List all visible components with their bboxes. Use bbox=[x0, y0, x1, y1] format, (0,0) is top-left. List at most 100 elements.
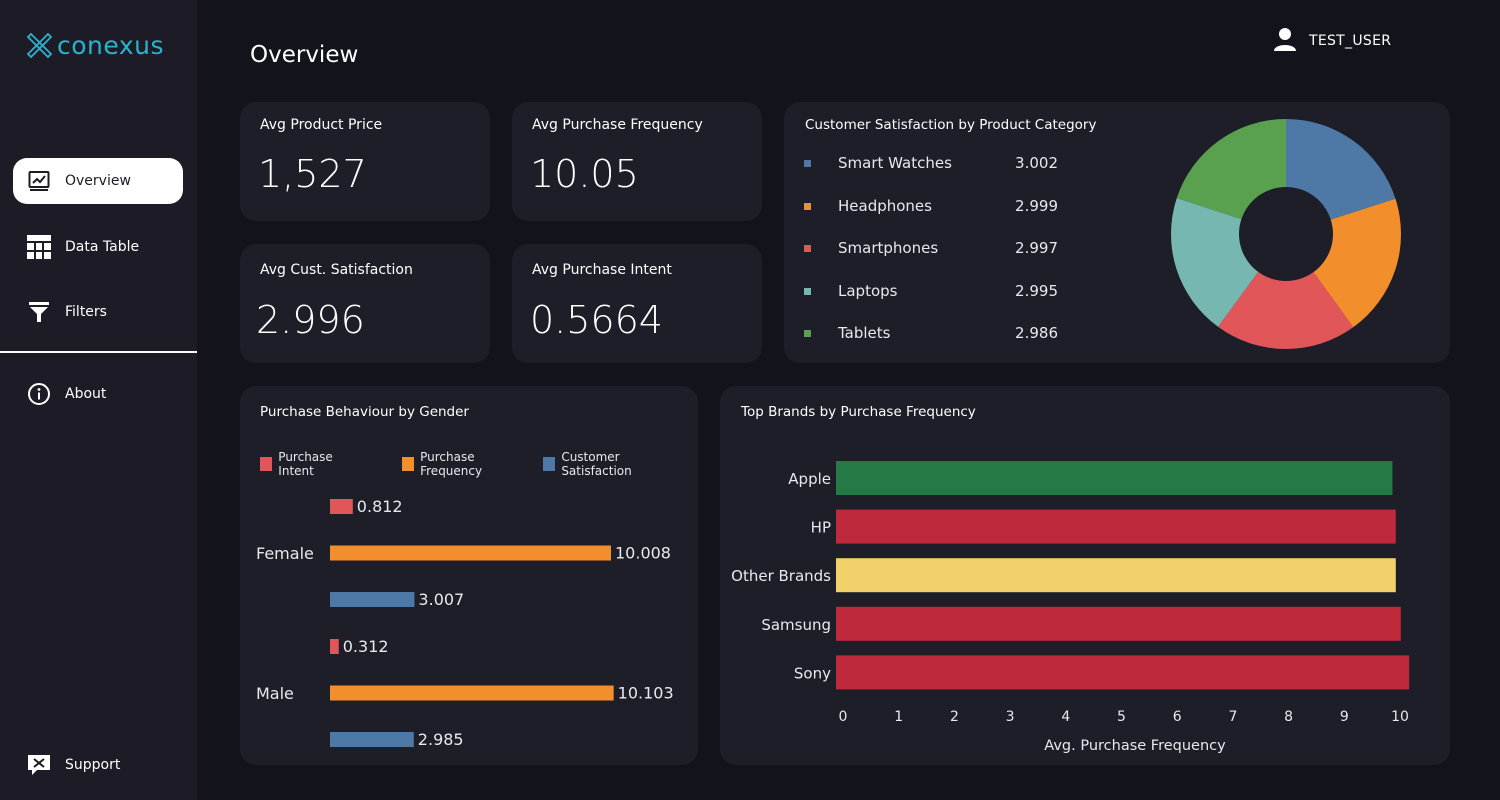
bar-purchase-frequency bbox=[330, 545, 611, 561]
bar-customer-satisfaction bbox=[330, 592, 415, 607]
sidebar-item-label: Support bbox=[65, 757, 121, 773]
kpi-card-avg-satisfaction: Avg Cust. Satisfaction 2.996 bbox=[240, 244, 490, 363]
pie-slice-headphones bbox=[1313, 198, 1401, 328]
data-label: 10.103 bbox=[618, 684, 674, 703]
bar-other-brands bbox=[836, 558, 1396, 593]
legend-swatch bbox=[260, 457, 273, 471]
pie-legend-item: Headphones 2.999 bbox=[804, 197, 1064, 215]
legend-swatch bbox=[804, 244, 811, 252]
data-label: 3.007 bbox=[418, 590, 464, 609]
legend-label: Tablets bbox=[838, 324, 891, 342]
top-brands-card: Top Brands by Purchase Frequency Apple HP… bbox=[720, 386, 1450, 765]
legend-swatch bbox=[804, 287, 811, 295]
donut-chart bbox=[1171, 119, 1401, 349]
sidebar-item-label: About bbox=[65, 386, 107, 402]
x-tick-label: 7 bbox=[1228, 709, 1237, 725]
funnel-icon bbox=[27, 300, 51, 324]
legend-item: Purchase Intent bbox=[260, 450, 361, 478]
table-grid-icon bbox=[27, 235, 51, 259]
x-tick-label: 2 bbox=[950, 709, 959, 725]
kpi-value: 10.05 bbox=[530, 152, 639, 196]
sidebar-item-overview[interactable]: Overview bbox=[13, 158, 183, 204]
pie-legend-item: Tablets 2.986 bbox=[804, 324, 1064, 342]
legend-item: Purchase Frequency bbox=[401, 450, 526, 478]
legend-swatch bbox=[804, 202, 811, 210]
legend-label: Customer Satisfaction bbox=[561, 450, 632, 478]
sidebar-item-label: Filters bbox=[65, 304, 107, 320]
logo-x-icon bbox=[27, 33, 52, 58]
kpi-label: Avg Purchase Intent bbox=[532, 262, 672, 278]
kpi-label: Avg Product Price bbox=[260, 117, 383, 133]
support-chat-icon bbox=[27, 753, 51, 777]
legend-swatch bbox=[401, 457, 415, 471]
satisfaction-pie-card: Customer Satisfaction by Product Categor… bbox=[784, 102, 1450, 363]
kpi-card-avg-price: Avg Product Price 1,527 bbox=[240, 102, 490, 221]
legend-swatch bbox=[804, 329, 811, 337]
gender-bar-chart: Female 0.812 10.008 3.007 Male 0.312 10.103 2.9… bbox=[256, 497, 674, 749]
brands-bar-chart: Apple HP Other Brands Samsung Sony 0 1 2 3 4 5 6 7 8 9… bbox=[731, 461, 1410, 754]
sidebar-item-filters[interactable]: Filters bbox=[13, 289, 183, 335]
category-label: Other Brands bbox=[731, 567, 831, 585]
pie-slice-smart-watches bbox=[1286, 119, 1396, 220]
sidebar-item-data-table[interactable]: Data Table bbox=[13, 224, 183, 270]
pie-legend-item: Smart Watches 3.002 bbox=[804, 154, 1064, 172]
x-tick-label: 1 bbox=[894, 709, 903, 725]
logo: conexus bbox=[25, 31, 164, 60]
bar-sony bbox=[836, 655, 1410, 690]
sidebar: conexus Overview Data Table Filters Abou… bbox=[0, 0, 197, 800]
chart-title: Purchase Behaviour by Gender bbox=[260, 404, 469, 420]
category-label: Male bbox=[256, 684, 294, 703]
bar-apple bbox=[836, 461, 1393, 495]
pie-slice-laptops bbox=[1171, 198, 1259, 327]
gender-behaviour-card: Purchase Behaviour by Gender Purchase In… bbox=[240, 386, 698, 765]
kpi-value: 1,527 bbox=[258, 152, 367, 196]
pie-legend-item: Smartphones 2.997 bbox=[804, 239, 1064, 257]
category-label: Sony bbox=[794, 664, 831, 682]
kpi-card-avg-frequency: Avg Purchase Frequency 10.05 bbox=[512, 102, 762, 221]
x-tick-label: 8 bbox=[1284, 709, 1293, 725]
data-label: 2.985 bbox=[418, 730, 464, 749]
kpi-label: Avg Cust. Satisfaction bbox=[260, 262, 413, 278]
legend-label: Purchase Intent bbox=[278, 450, 333, 478]
user-icon bbox=[1273, 27, 1297, 55]
sidebar-item-about[interactable]: About bbox=[13, 371, 183, 417]
legend-item: Customer Satisfaction bbox=[542, 450, 678, 478]
legend-swatch bbox=[804, 159, 811, 167]
kpi-card-avg-intent: Avg Purchase Intent 0.5664 bbox=[512, 244, 762, 363]
legend-label: Smartphones bbox=[838, 239, 939, 257]
category-label: Samsung bbox=[761, 616, 831, 634]
category-label: HP bbox=[811, 519, 831, 537]
data-label: 0.312 bbox=[343, 637, 389, 656]
x-tick-label: 6 bbox=[1173, 709, 1182, 725]
data-label: 10.008 bbox=[615, 544, 671, 563]
user-menu[interactable]: TEST_USER bbox=[1273, 27, 1391, 55]
logo-text: conexus bbox=[57, 31, 164, 60]
legend-value: 2.999 bbox=[1015, 197, 1058, 215]
x-tick-label: 3 bbox=[1006, 709, 1015, 725]
kpi-value: 2.996 bbox=[256, 298, 365, 342]
sidebar-divider bbox=[0, 351, 197, 353]
bar-purchase-frequency bbox=[330, 685, 614, 701]
chart-title: Top Brands by Purchase Frequency bbox=[741, 404, 976, 420]
legend-label: Smart Watches bbox=[838, 154, 952, 172]
legend-label: Purchase Frequency bbox=[420, 450, 483, 478]
data-label: 0.812 bbox=[357, 497, 403, 516]
pie-slice-smartphones bbox=[1217, 271, 1354, 349]
legend-label: Headphones bbox=[838, 197, 932, 215]
legend-value: 2.997 bbox=[1015, 239, 1058, 257]
sidebar-item-label: Overview bbox=[65, 173, 131, 189]
sidebar-item-support[interactable]: Support bbox=[13, 742, 183, 788]
legend-value: 2.995 bbox=[1015, 282, 1058, 300]
sidebar-item-label: Data Table bbox=[65, 239, 140, 255]
category-label: Female bbox=[256, 544, 314, 563]
x-tick-label: 4 bbox=[1061, 709, 1070, 725]
category-label: Apple bbox=[788, 470, 831, 488]
pie-slice-tablets bbox=[1176, 119, 1286, 220]
legend-value: 2.986 bbox=[1015, 324, 1058, 342]
kpi-value: 0.5664 bbox=[530, 298, 663, 342]
legend-swatch bbox=[542, 457, 556, 471]
x-tick-label: 0 bbox=[839, 709, 848, 725]
legend-value: 3.002 bbox=[1015, 154, 1058, 172]
legend-label: Laptops bbox=[838, 282, 898, 300]
user-name: TEST_USER bbox=[1309, 33, 1392, 49]
